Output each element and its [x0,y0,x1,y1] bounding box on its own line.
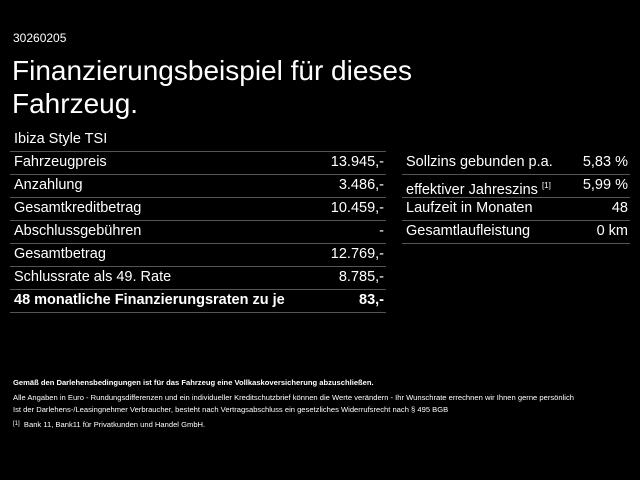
row-value: 83,- [359,292,384,308]
row-label: Abschlussgebühren [14,223,142,239]
row-label: Sollzins gebunden p.a. [406,154,553,170]
title-line: Finanzierungsbeispiel für dieses [12,55,412,86]
footnote-mark: [1] [13,421,20,427]
table-row: Abschlussgebühren - [10,220,386,244]
row-label: Anzahlung [14,177,83,193]
row-value: 5,99 % [582,177,628,193]
row-label: Fahrzeugpreis [14,154,107,170]
row-value: - [379,223,384,239]
bold-note: Gemäß den Darlehensbedingungen ist für d… [13,378,374,387]
table-row: effektiver Jahreszins [1] 5,99 % [402,174,630,198]
table-row: Gesamtbetrag 12.769,- [10,243,386,267]
row-label: Gesamtlaufleistung [406,223,531,239]
row-label: effektiver Jahreszins [1] [406,181,551,198]
table-row: Gesamtkreditbetrag 10.459,- [10,197,386,221]
footer-line: Ist der Darlehens-/Leasingnehmer Verbrau… [13,405,449,414]
row-label: Gesamtkreditbetrag [14,200,142,216]
row-value: 12.769,- [330,246,384,262]
row-value: 0 km [596,223,628,239]
model-row: Ibiza Style TSI [10,128,386,152]
row-label: Schlussrate als 49. Rate [14,269,172,285]
table-row: Schlussrate als 49. Rate 8.785,- [10,266,386,290]
model: Ibiza Style TSI [14,131,108,147]
table-row: Fahrzeugpreis 13.945,- [10,151,386,175]
code: 30260205 [13,31,67,45]
row-label: Gesamtbetrag [14,246,106,262]
footnote-text: Bank 11, Bank11 für Privatkunden und Han… [23,420,206,429]
table-row: 48 monatliche Finanzierungsraten zu je 83… [10,289,386,313]
row-value: 13.945,- [330,154,384,170]
row-value: 3.486,- [338,177,384,193]
row-label: Laufzeit in Monaten [406,200,533,216]
row-value: 5,83 % [582,154,628,170]
title-line: Fahrzeug. [12,88,139,119]
row-value: 8.785,- [338,269,384,285]
footer-line: Alle Angaben in Euro - Rundungsdifferenz… [13,393,575,402]
table-row: Gesamtlaufleistung 0 km [402,220,630,244]
row-label: 48 monatliche Finanzierungsraten zu je [14,292,285,308]
table-row: Anzahlung 3.486,- [10,174,386,198]
footnote-mark: [1] [541,181,551,190]
table-row: Laufzeit in Monaten 48 [402,197,630,221]
row-value: 48 [611,200,628,216]
title: Finanzierungsbeispiel für dieses Fahrzeu… [12,54,412,120]
table-row: Sollzins gebunden p.a. 5,83 % [402,151,630,175]
row-value: 10.459,- [330,200,384,216]
footnote: [1] Bank 11, Bank11 für Privatkunden und… [13,420,205,429]
